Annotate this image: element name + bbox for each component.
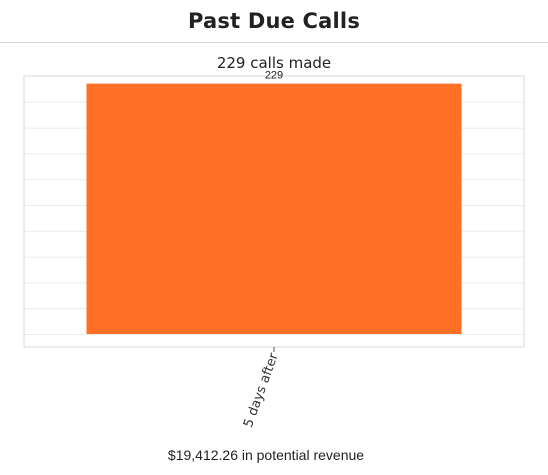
revenue-summary: $19,412.26 in potential revenue [167, 447, 365, 463]
chart-header: Past Due Calls [0, 0, 548, 43]
chart-subtitle: 229 calls made [216, 54, 332, 72]
bar-value-label: 229 [265, 70, 283, 82]
bar [86, 83, 462, 334]
plot-area: 229 5 days after [23, 70, 525, 430]
page-title: Past Due Calls [187, 9, 361, 33]
x-tick-label: 5 days after [241, 351, 282, 430]
